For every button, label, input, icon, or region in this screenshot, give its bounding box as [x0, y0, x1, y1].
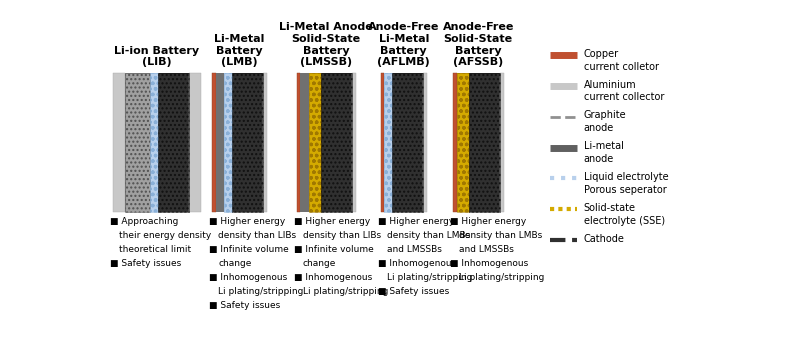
Bar — [158, 73, 189, 212]
Bar — [500, 73, 504, 212]
Text: anode: anode — [584, 123, 614, 133]
Text: ■ Approaching: ■ Approaching — [110, 217, 178, 226]
Text: ■ Higher energy: ■ Higher energy — [294, 217, 370, 226]
Text: Porous seperator: Porous seperator — [584, 185, 666, 195]
Text: ■ Inhomogenous: ■ Inhomogenous — [210, 273, 288, 282]
Bar — [158, 73, 189, 212]
Bar — [469, 73, 500, 212]
Text: Li-metal: Li-metal — [584, 141, 623, 151]
Text: Copper: Copper — [584, 49, 618, 59]
Text: anode: anode — [584, 154, 614, 164]
Text: Liquid electrolyte: Liquid electrolyte — [584, 172, 668, 182]
Text: ■ Safety issues: ■ Safety issues — [378, 287, 450, 296]
Bar — [150, 73, 158, 212]
Text: and LMSSBs: and LMSSBs — [459, 245, 514, 254]
Bar — [384, 73, 392, 212]
Text: current colletor: current colletor — [584, 62, 658, 72]
Bar — [224, 73, 232, 212]
Bar — [125, 73, 150, 212]
Bar — [189, 73, 202, 212]
Text: their energy density: their energy density — [119, 231, 211, 240]
Text: ■ Higher energy: ■ Higher energy — [210, 217, 286, 226]
Text: ■ Safety issues: ■ Safety issues — [210, 301, 281, 310]
Bar — [224, 73, 232, 212]
Text: ■ Higher energy: ■ Higher energy — [378, 217, 454, 226]
Bar — [113, 73, 125, 212]
Bar — [125, 73, 150, 212]
Text: theoretical limit: theoretical limit — [119, 245, 191, 254]
Bar — [150, 73, 158, 212]
Text: electrolyte (SSE): electrolyte (SSE) — [584, 216, 665, 226]
Bar — [457, 73, 469, 212]
Bar — [392, 73, 423, 212]
Text: density than LMBs: density than LMBs — [386, 231, 470, 240]
Text: density than LIBs: density than LIBs — [218, 231, 296, 240]
Bar — [352, 73, 356, 212]
Text: Li plating/stripping: Li plating/stripping — [459, 273, 544, 282]
Text: ■ Inhomogenous: ■ Inhomogenous — [378, 259, 456, 268]
Text: Cathode: Cathode — [584, 234, 625, 244]
Text: Solid-state: Solid-state — [584, 203, 636, 213]
Bar — [469, 73, 500, 212]
Bar — [423, 73, 427, 212]
Text: Li-ion Battery
(LIB): Li-ion Battery (LIB) — [114, 46, 200, 67]
Bar — [300, 73, 309, 212]
Text: Li plating/stripping: Li plating/stripping — [218, 287, 303, 296]
Text: ■ Safety issues: ■ Safety issues — [110, 259, 182, 268]
Text: density than LIBs: density than LIBs — [302, 231, 381, 240]
Text: Li-Metal Anode
Solid-State
Battery
(LMSSB): Li-Metal Anode Solid-State Battery (LMSS… — [279, 22, 373, 67]
Bar — [309, 73, 322, 212]
Text: ■ Inhomogenous: ■ Inhomogenous — [294, 273, 372, 282]
Bar — [216, 73, 224, 212]
Text: change: change — [218, 259, 251, 268]
Text: ■ Infinite volume: ■ Infinite volume — [210, 245, 289, 254]
Text: Graphite: Graphite — [584, 110, 626, 120]
Text: Li-Metal
Battery
(LMB): Li-Metal Battery (LMB) — [214, 34, 265, 67]
Text: Li plating/stripping: Li plating/stripping — [386, 273, 472, 282]
Bar — [384, 73, 392, 212]
Text: ■ Infinite volume: ■ Infinite volume — [294, 245, 374, 254]
Bar — [309, 73, 322, 212]
Bar — [322, 73, 352, 212]
Text: and LMSSBs: and LMSSBs — [386, 245, 442, 254]
Text: ■ Inhomogenous: ■ Inhomogenous — [450, 259, 529, 268]
Bar — [381, 73, 384, 212]
Bar — [263, 73, 267, 212]
Text: change: change — [302, 259, 336, 268]
Bar — [232, 73, 263, 212]
Text: ■ Higher energy: ■ Higher energy — [450, 217, 526, 226]
Bar — [453, 73, 457, 212]
Bar — [392, 73, 423, 212]
Bar — [457, 73, 469, 212]
Text: density than LMBs: density than LMBs — [459, 231, 542, 240]
Bar — [297, 73, 300, 212]
Text: current collector: current collector — [584, 93, 664, 103]
Text: Li plating/stripping: Li plating/stripping — [302, 287, 388, 296]
Text: Anode-Free
Solid-State
Battery
(AFSSB): Anode-Free Solid-State Battery (AFSSB) — [442, 22, 514, 67]
Bar — [322, 73, 352, 212]
Text: Aluminium: Aluminium — [584, 80, 636, 90]
Text: Anode-Free
Li-Metal
Battery
(AFLMB): Anode-Free Li-Metal Battery (AFLMB) — [368, 22, 439, 67]
Bar — [212, 73, 216, 212]
Bar — [232, 73, 263, 212]
